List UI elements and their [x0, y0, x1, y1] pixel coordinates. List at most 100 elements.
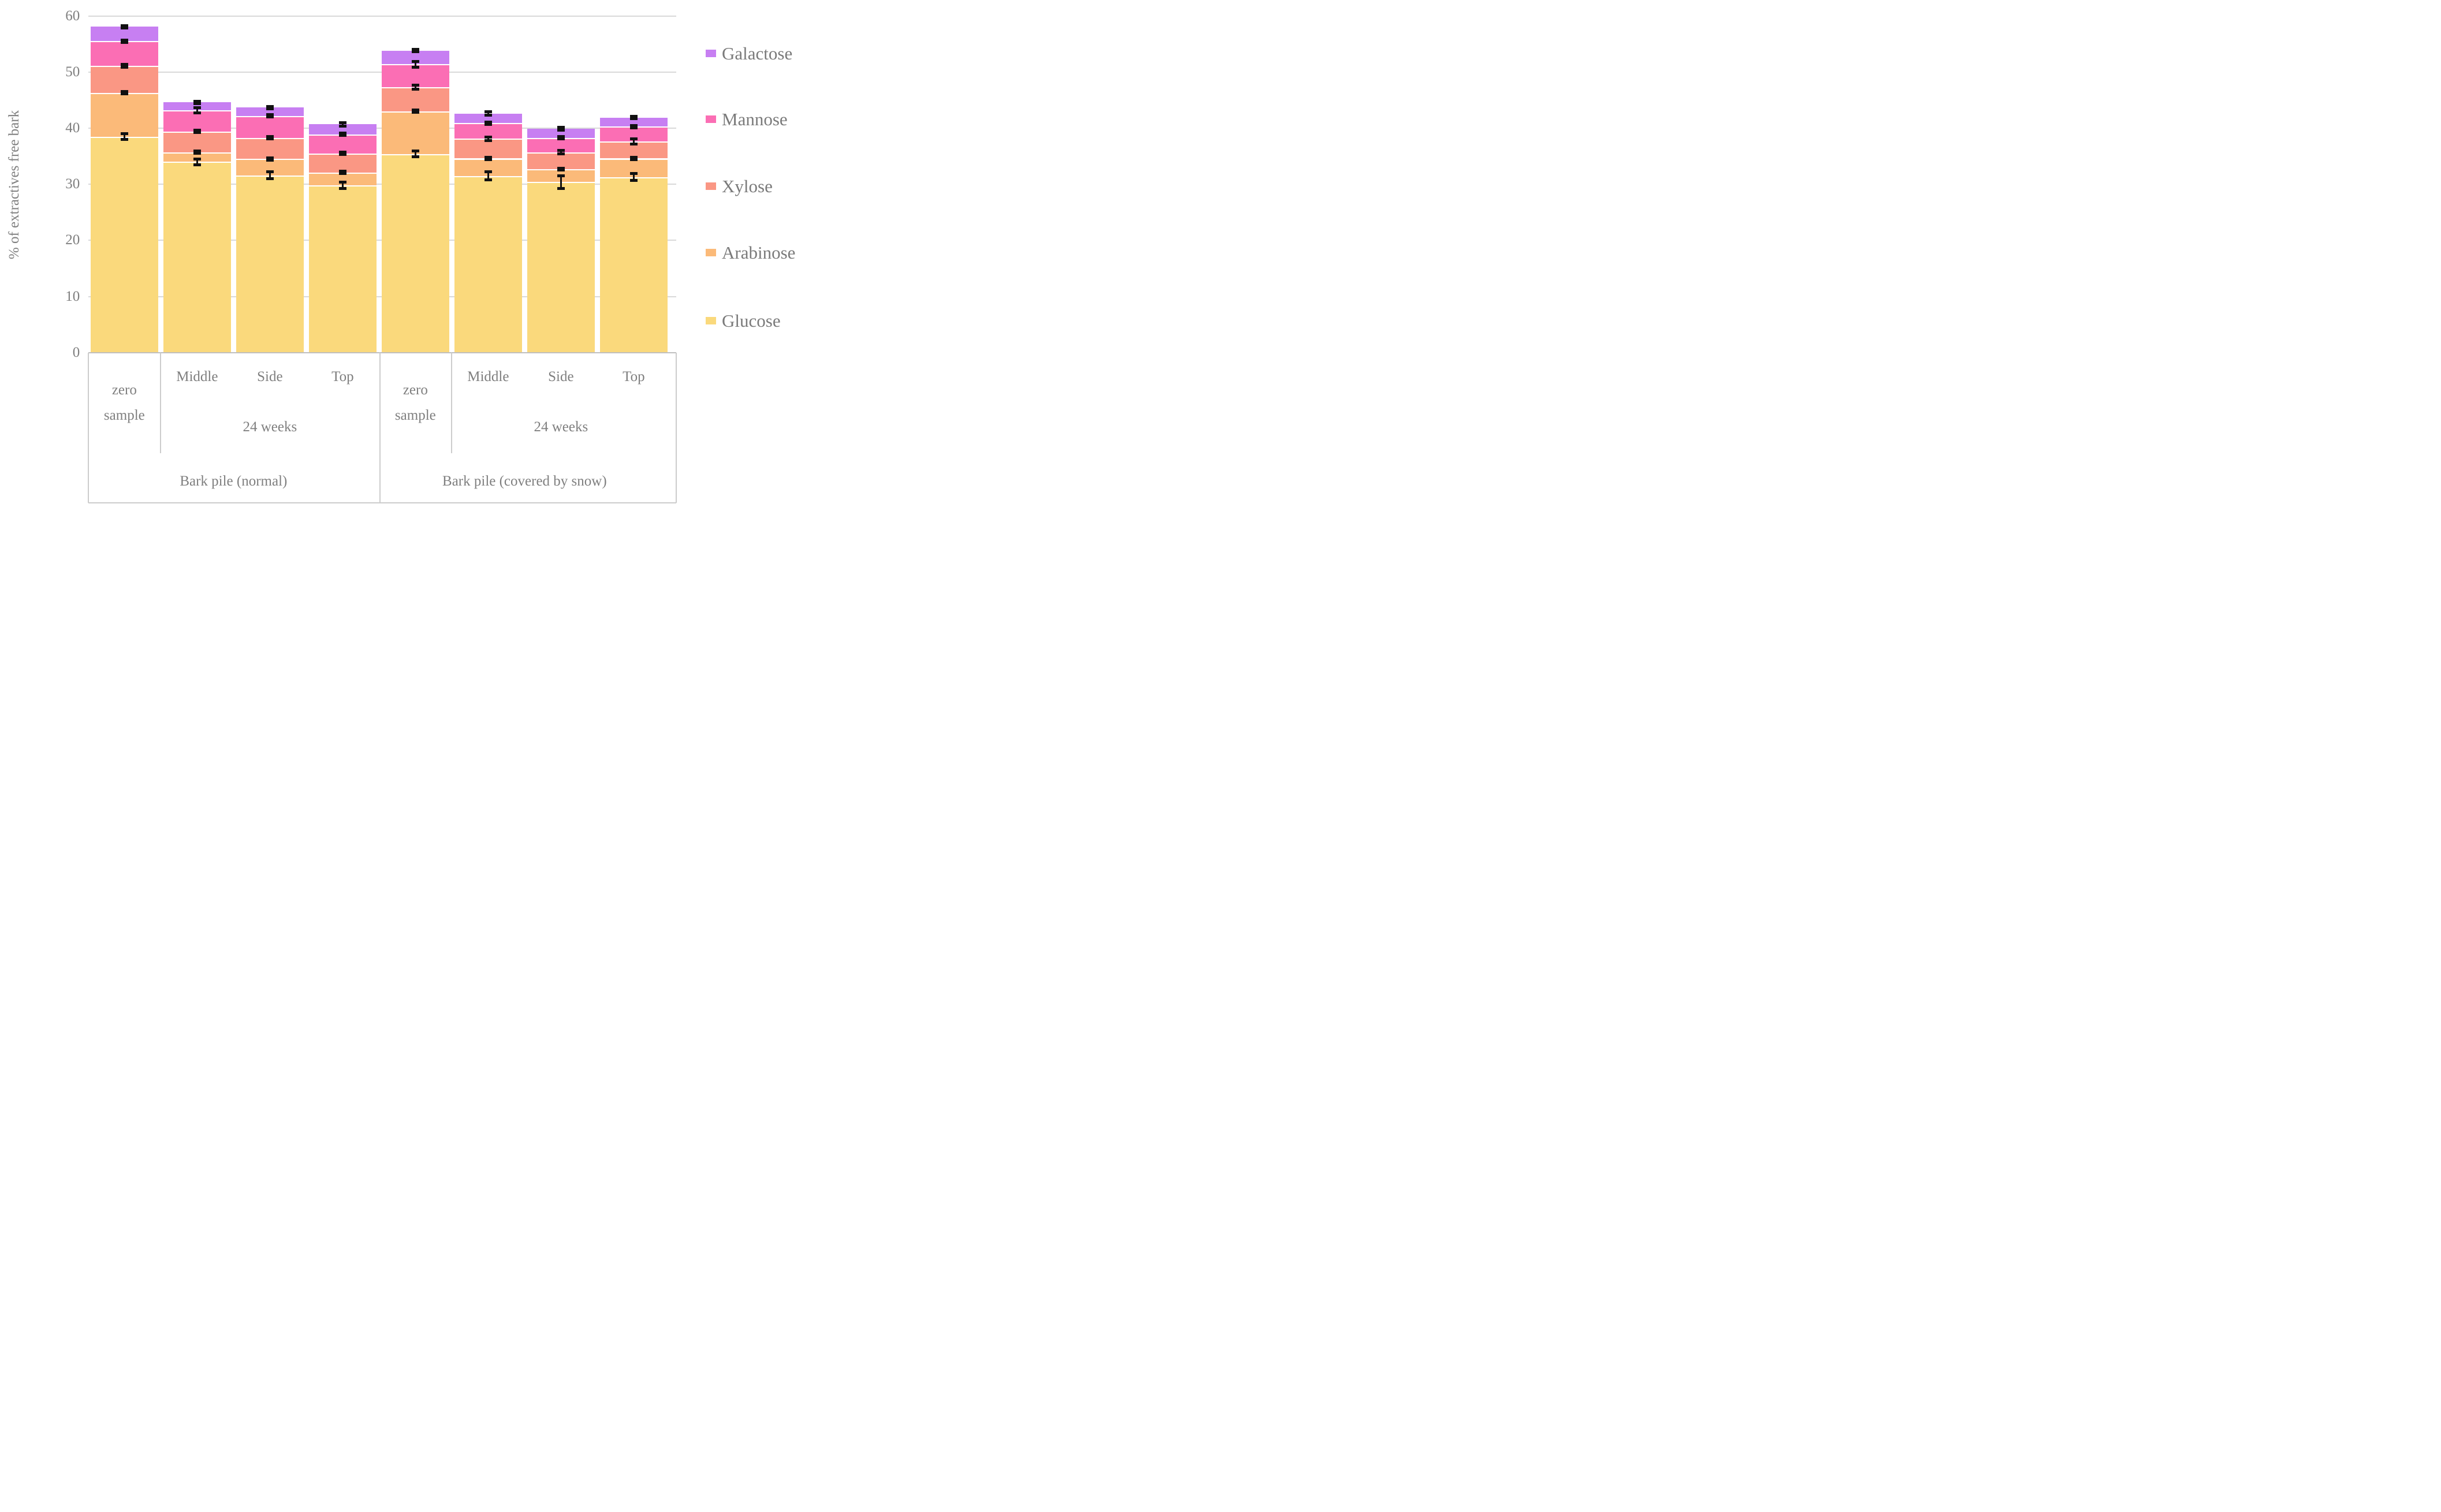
error-bar-cap — [484, 114, 492, 117]
error-bar-cap — [193, 102, 201, 105]
legend-swatch-icon — [706, 316, 716, 324]
axis-border-bottom — [88, 502, 676, 503]
legend-item-xylose: Xylose — [706, 177, 773, 195]
error-bar-cap — [266, 137, 274, 140]
error-bar-cap — [193, 111, 201, 114]
error-bar-cap — [629, 114, 638, 118]
error-bar-cap — [411, 84, 419, 87]
y-tick-label-30: 30 — [65, 176, 80, 192]
error-bar-cap — [484, 158, 492, 161]
bar-segment-glucose — [163, 162, 231, 353]
error-bar-cap — [120, 63, 128, 66]
bar-segment-xylose — [236, 137, 304, 159]
error-bar-cap — [411, 48, 419, 51]
y-tick-label-60: 60 — [65, 8, 80, 24]
axis-border-right — [676, 352, 677, 503]
error-bar-stem — [414, 85, 416, 89]
bar-segment-glucose — [90, 136, 158, 353]
x-label-group: Bark pile (normal) — [180, 473, 288, 489]
error-bar-cap — [120, 38, 128, 42]
error-bar-stem — [560, 176, 562, 188]
error-bar-stem — [414, 61, 416, 68]
bar-segment-glucose — [381, 154, 449, 353]
error-bar-cap — [266, 104, 274, 108]
legend-item-label: Glucose — [722, 310, 781, 331]
error-bar-cap — [266, 135, 274, 139]
error-bar-cap — [338, 180, 346, 184]
error-bar-cap — [484, 139, 492, 143]
x-axis-line — [88, 352, 676, 353]
error-bar-cap — [193, 152, 201, 155]
error-bar-cap — [120, 90, 128, 94]
error-bar-cap — [629, 171, 638, 175]
legend-swatch-icon — [706, 115, 716, 123]
error-bar-stem — [196, 107, 198, 113]
legend-swatch-icon — [706, 182, 716, 190]
error-bar-stem — [269, 171, 271, 179]
x-label-time: zero sample — [394, 382, 436, 423]
error-bar-stem — [487, 111, 489, 115]
error-bar-stem — [414, 151, 416, 157]
axis-divider-zero-24weeks — [160, 352, 162, 453]
y-tick-label-20: 20 — [65, 232, 80, 248]
error-bar-cap — [629, 137, 638, 141]
bar-segment-glucose — [454, 176, 522, 353]
error-bar-cap — [411, 59, 419, 63]
stacked-bar-chart: % of extractives free bark 0 10 20 30 40 50 60… — [0, 0, 814, 504]
error-bar-cap — [338, 187, 346, 191]
bar-segment-arabinose — [381, 111, 449, 154]
error-bar-cap — [557, 135, 565, 139]
bar-segment-galactose — [381, 50, 449, 65]
error-bar-stem — [632, 173, 635, 181]
error-bar-cap — [629, 117, 638, 121]
error-bar-cap — [120, 26, 128, 29]
error-bar-cap — [120, 66, 128, 69]
error-bar-cap — [266, 170, 274, 174]
legend-item-arabinose: Arabinose — [706, 243, 795, 262]
legend-item-galactose: Galactose — [706, 44, 792, 62]
error-bar-cap — [338, 151, 346, 154]
bar-segment-galactose — [454, 113, 522, 124]
error-bar-cap — [193, 106, 201, 110]
bar-segment-galactose — [599, 117, 668, 127]
error-bar-cap — [411, 50, 419, 54]
bar-segment-glucose — [236, 175, 304, 353]
error-bar-cap — [338, 124, 346, 128]
error-bar-cap — [411, 88, 419, 91]
y-tick-label-40: 40 — [65, 120, 80, 136]
error-bar-cap — [411, 109, 419, 112]
axis-divider-groups — [379, 352, 381, 503]
legend-item-mannose: Mannose — [706, 110, 788, 128]
bar-segment-glucose — [599, 177, 668, 353]
error-bar-cap — [120, 24, 128, 27]
x-label-time: 24 weeks — [243, 419, 297, 435]
error-bar-cap — [484, 110, 492, 114]
error-bar-cap — [193, 157, 201, 160]
error-bar-cap — [193, 131, 201, 135]
error-bar-cap — [120, 40, 128, 44]
error-bar-cap — [629, 156, 638, 159]
x-label-position-middle: Middle — [176, 368, 218, 384]
error-bar-cap — [120, 137, 128, 141]
error-bar-cap — [193, 150, 201, 153]
error-bar-cap — [120, 132, 128, 136]
error-bar-stem — [487, 137, 489, 141]
error-bar-cap — [338, 153, 346, 156]
error-bar-cap — [484, 170, 492, 174]
error-bar-stem — [632, 139, 635, 144]
error-bar-cap — [266, 115, 274, 119]
error-bar-cap — [338, 172, 346, 176]
bar-segment-galactose — [236, 107, 304, 116]
error-bar-cap — [629, 143, 638, 146]
x-label-position-side: Side — [257, 368, 283, 384]
error-bar-cap — [266, 107, 274, 110]
bar-segment-mannose — [90, 41, 158, 66]
x-label-time: zero sample — [103, 382, 145, 423]
error-bar-cap — [411, 111, 419, 114]
error-bar-cap — [557, 128, 565, 132]
axis-divider-zero-24weeks — [451, 352, 453, 453]
error-bar-cap — [484, 178, 492, 181]
error-bar-cap — [557, 126, 565, 129]
error-bar-cap — [193, 99, 201, 103]
legend-item-label: Xylose — [722, 176, 773, 196]
